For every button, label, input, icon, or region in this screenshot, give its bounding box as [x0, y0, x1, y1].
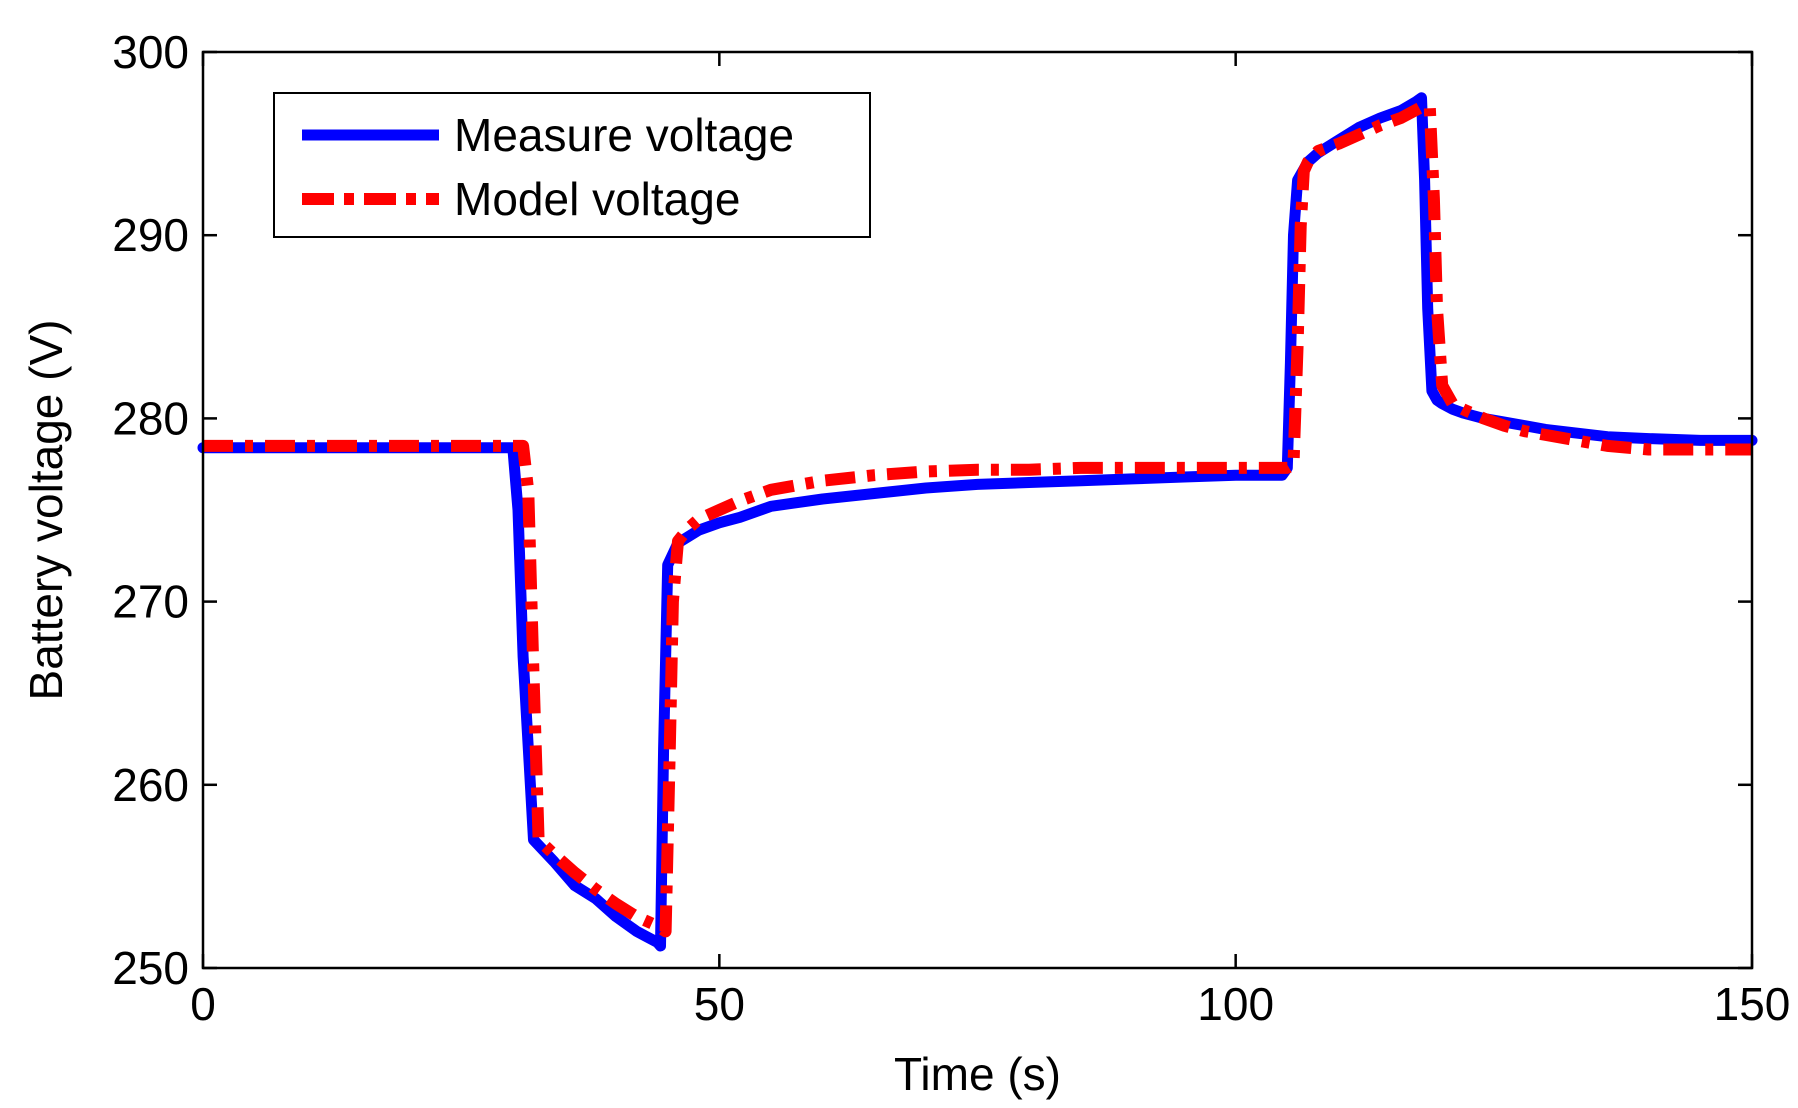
y-tick-label: 260	[112, 759, 189, 811]
series-line-model-voltage	[203, 101, 1752, 938]
axes-frame	[201, 50, 1754, 970]
legend-label-measure-voltage: Measure voltage	[454, 109, 794, 161]
y-tick-label: 270	[112, 576, 189, 628]
legend: Measure voltage Model voltage	[273, 92, 871, 238]
y-tick-label: 290	[112, 209, 189, 261]
tick-layer: 0 50 100 150 250 260 270 280 290 300	[112, 26, 1790, 1030]
x-tick-label: 50	[694, 978, 745, 1030]
plot-frame	[201, 50, 1754, 970]
legend-label-model-voltage: Model voltage	[454, 173, 740, 225]
y-tick-label: 280	[112, 392, 189, 444]
x-axis-label: Time (s)	[894, 1048, 1061, 1100]
y-axis-label: Battery voltage (V)	[20, 320, 72, 701]
x-tick-label: 150	[1714, 978, 1791, 1030]
x-tick-label: 100	[1197, 978, 1274, 1030]
y-tick-label: 250	[112, 942, 189, 994]
series-layer	[197, 92, 1758, 952]
series-line-measure-voltage	[197, 92, 1758, 952]
legend-box	[273, 92, 871, 238]
y-tick-label: 300	[112, 26, 189, 78]
x-tick-label: 0	[190, 978, 216, 1030]
